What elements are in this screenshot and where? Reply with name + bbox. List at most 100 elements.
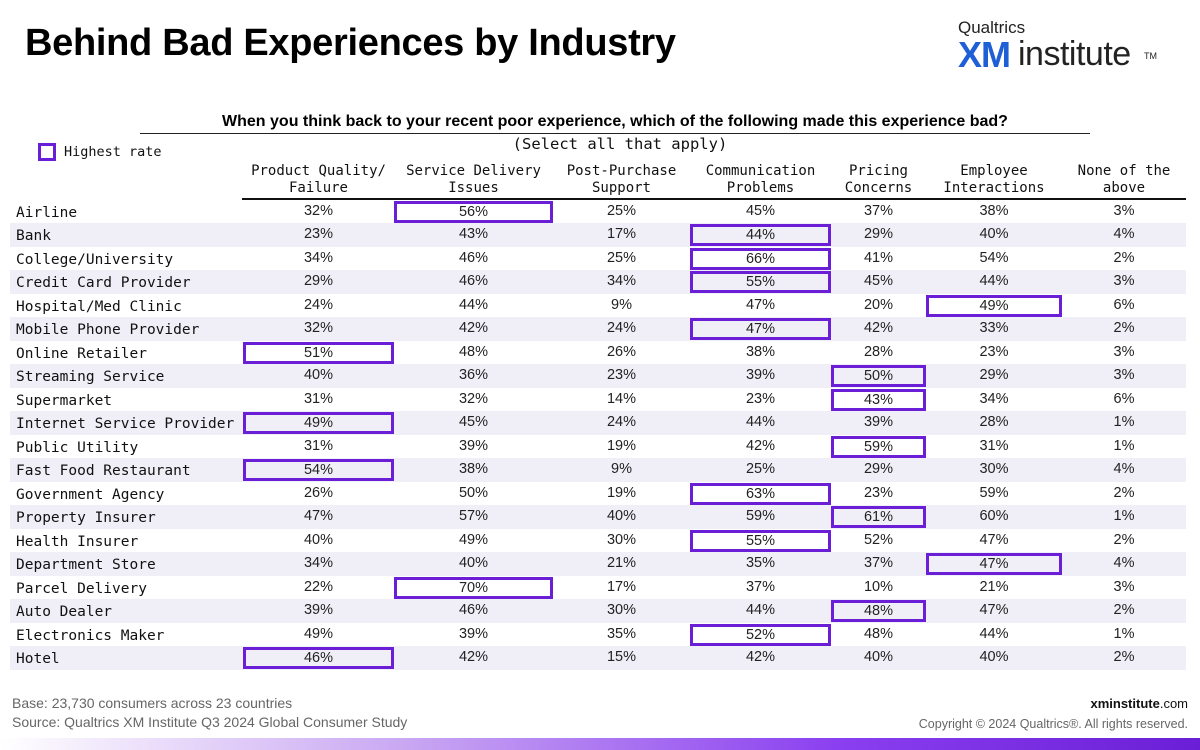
table-cell: 49% (303, 625, 334, 642)
table-cell: 52% (863, 531, 894, 548)
table-cell: 24% (606, 320, 637, 336)
row-label: Mobile Phone Provider (16, 322, 200, 338)
row-label: Parcel Delivery (16, 580, 147, 597)
table-cell: 38% (745, 343, 776, 360)
table-cell: 44% (745, 414, 776, 430)
column-header-line2: Concerns (844, 180, 913, 196)
table-cell: 32% (303, 320, 334, 336)
column-header-line1: None of the (1077, 163, 1171, 179)
table-cell: 34% (303, 555, 334, 571)
highlight-cell: 54% (243, 459, 394, 481)
footer-notes: Base: 23,730 consumers across 23 countri… (12, 694, 407, 732)
column-header-line2: above (1102, 180, 1146, 196)
row-label: Fast Food Restaurant (16, 463, 191, 479)
table-cell: 48% (863, 625, 894, 642)
table-row: Public Utility 31% 39% 19% 42% 59% 31% 1% (0, 435, 1186, 459)
table-cell: 31% (303, 437, 334, 454)
logo-xm-text: XM (958, 34, 1011, 75)
table-cell: 59% (745, 508, 776, 524)
table-cell: 1% (1113, 625, 1135, 642)
table-row: Government Agency 26% 50% 19% 63% 23% 59% 2% (0, 482, 1186, 506)
table-cell: 41% (863, 249, 894, 266)
row-label: Public Utility (16, 439, 139, 456)
table-cell: 23% (979, 343, 1009, 360)
column-header-text: Employee Interactions (943, 163, 1044, 197)
xm-institute-logo: Qualtrics XM institute TM (958, 16, 1178, 76)
highlight-cell: 52% (690, 623, 831, 646)
table-cell: 40% (979, 649, 1009, 665)
table-cell: 30% (606, 602, 637, 618)
column-header-line1: Product Quality/ (251, 163, 386, 179)
legend: Highest rate (38, 143, 162, 161)
table-cell: 23% (863, 484, 894, 501)
table-row: Hotel 46% 42% 15% 42% 40% 40% 2% (0, 646, 1186, 670)
table-cell: 3% (1113, 343, 1135, 360)
site-link-tld: .com (1159, 696, 1188, 711)
highlight-cell: 48% (831, 600, 926, 622)
table-cell: 6% (1113, 296, 1135, 313)
table-cell: 38% (979, 202, 1009, 219)
table-cell: 40% (303, 531, 334, 548)
table-cell: 31% (303, 390, 334, 407)
table-cell: 47% (745, 296, 776, 313)
table-cell: 44% (458, 296, 489, 313)
table-cell: 44% (745, 602, 776, 618)
table-cell: 23% (606, 367, 637, 383)
highlight-cell: 61% (831, 506, 926, 528)
row-label: Hotel (16, 651, 60, 667)
column-header-text: Product Quality/Failure (251, 163, 386, 197)
table-cell: 46% (458, 249, 489, 266)
base-note: Base: 23,730 consumers across 23 countri… (12, 695, 293, 711)
table-cell: 54% (979, 249, 1009, 266)
table-cell: 1% (1113, 414, 1135, 430)
table-cell: 15% (606, 649, 637, 665)
column-header-line1: Employee (960, 163, 1028, 179)
table-row: Mobile Phone Provider 32% 42% 24% 47% 42% 33% 2… (0, 317, 1186, 341)
column-header-line2: Support (591, 180, 651, 196)
table-cell: 9% (611, 461, 632, 477)
row-band (10, 270, 1186, 294)
table-cell: 42% (458, 649, 489, 665)
table-cell: 30% (606, 531, 637, 548)
highlight-cell: 46% (243, 647, 394, 669)
table-cell: 26% (606, 343, 637, 360)
table-cell: 47% (303, 508, 334, 524)
highlight-cell: 47% (926, 553, 1062, 575)
row-band (10, 411, 1186, 435)
table-cell: 59% (979, 484, 1009, 501)
highlight-cell: 55% (690, 529, 831, 552)
legend-label: Highest rate (64, 144, 162, 160)
bottom-gradient-bar (0, 738, 1200, 750)
row-band (10, 646, 1186, 670)
table-cell: 39% (303, 602, 334, 618)
row-label: Auto Dealer (16, 604, 113, 620)
table-row: Streaming Service 40% 36% 23% 39% 50% 29% 3% (0, 364, 1186, 388)
table-cell: 6% (1113, 390, 1135, 407)
table-cell: 39% (745, 367, 776, 383)
table-cell: 20% (863, 296, 894, 313)
column-header-line1: Post-Purchase (566, 163, 677, 179)
table-cell: 29% (863, 226, 894, 242)
table-cell: 40% (458, 555, 489, 571)
table-cell: 31% (979, 437, 1009, 454)
table-row: College/University 34% 46% 25% 66% 41% 54% 2% (0, 247, 1186, 271)
table-cell: 35% (745, 555, 776, 571)
table-row: Fast Food Restaurant 54% 38% 9% 25% 29% 30% 4% (0, 458, 1186, 482)
table-cell: 32% (458, 390, 489, 407)
highlight-cell: 59% (831, 435, 926, 458)
column-header-text: Pricing Concerns (845, 163, 912, 197)
column-header-text: None of the above (1078, 163, 1171, 197)
table-cell: 3% (1113, 578, 1135, 595)
site-link[interactable]: xminstitute.com (919, 694, 1188, 714)
table-cell: 42% (745, 437, 776, 454)
highlight-cell: 70% (394, 576, 553, 599)
table-cell: 40% (303, 367, 334, 383)
table-cell: 21% (606, 555, 637, 571)
row-label: College/University (16, 251, 174, 268)
table-row: Auto Dealer 39% 46% 30% 44% 48% 47% 2% (0, 599, 1186, 623)
table-cell: 50% (458, 484, 489, 501)
question-divider (140, 133, 1090, 134)
table-cell: 1% (1113, 508, 1135, 524)
table-cell: 23% (745, 390, 776, 407)
column-header-text: Communication Problems (706, 163, 816, 197)
